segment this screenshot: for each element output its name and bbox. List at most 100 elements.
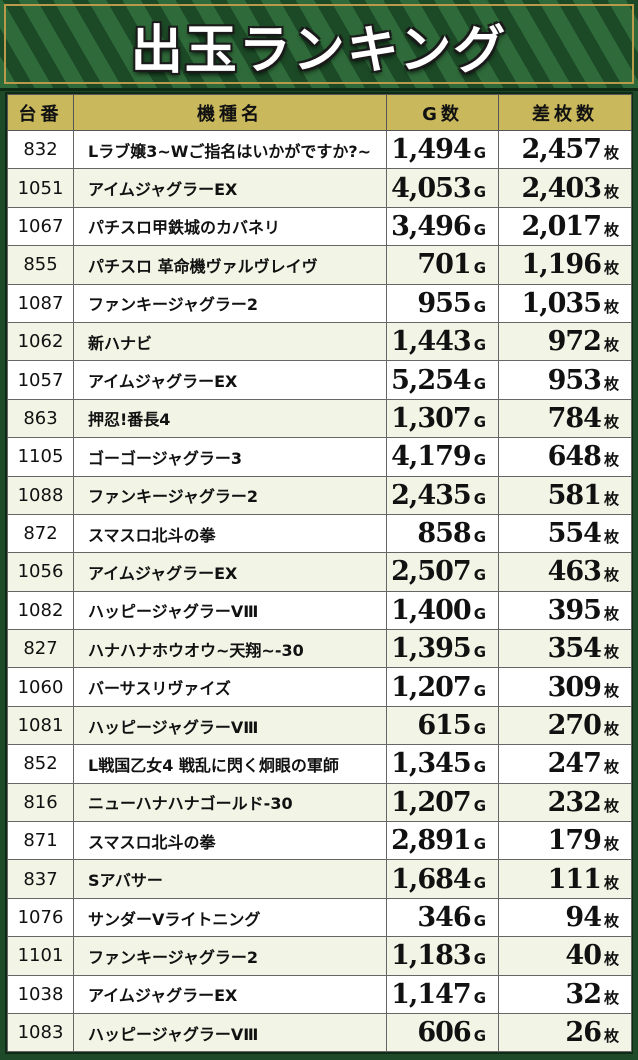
coin-diff-cell: 32 枚 [498, 974, 632, 1014]
coin-diff-value: 2,017 [521, 210, 602, 242]
games-unit: G [473, 297, 486, 316]
games-value: 1,207 [391, 786, 472, 818]
machine-name: ハッピージャグラーVⅢ [73, 705, 387, 746]
coin-diff-cell: 784 枚 [498, 398, 632, 439]
coin-diff-cell: 309 枚 [498, 667, 632, 707]
header-coin-diff: 差枚数 [498, 94, 632, 131]
games-cell: 1,345 G [386, 744, 499, 784]
table-row: 1087 ファンキージャグラー2 955 G 1,035 枚 [7, 283, 632, 323]
page-title: 出玉ランキング [130, 20, 508, 81]
games-value: 955 [417, 287, 471, 319]
coin-diff-cell: 40 枚 [498, 936, 632, 976]
games-unit: G [473, 220, 486, 239]
coin-diff-unit: 枚 [603, 912, 619, 930]
games-cell: 2,507 G [386, 552, 499, 592]
games-value: 346 [417, 902, 471, 933]
games-value: 858 [417, 518, 471, 550]
machine-name: ハッピージャグラーVⅢ [73, 590, 387, 631]
games-cell: 1,395 G [386, 629, 499, 669]
coin-diff-value: 395 [547, 594, 602, 626]
title-banner: 出玉ランキング [0, 0, 638, 91]
machine-name: アイムジャグラーEX [73, 552, 387, 592]
games-unit: G [473, 758, 486, 777]
coin-diff-cell: 554 枚 [498, 513, 632, 554]
games-cell: 4,053 G [386, 168, 499, 208]
coin-diff-cell: 2,403 枚 [498, 168, 632, 208]
games-value: 701 [417, 249, 471, 281]
coin-diff-unit: 枚 [603, 220, 619, 239]
table-header-row: 台番 機種名 G数 差枚数 [7, 94, 632, 131]
coin-diff-unit: 枚 [603, 412, 619, 431]
coin-diff-cell: 247 枚 [498, 744, 632, 784]
table-row: 1057 アイムジャグラーEX 5,254 G 953 枚 [7, 360, 632, 400]
coin-diff-value: 32 [565, 978, 602, 1010]
games-unit: G [473, 720, 486, 739]
coin-diff-unit: 枚 [603, 144, 619, 163]
coin-diff-unit: 枚 [603, 643, 619, 662]
table-row: 1076 サンダーVライトニング 346 G 94 枚 [7, 897, 632, 938]
machine-number: 1076 [7, 897, 74, 938]
coin-diff-unit: 枚 [603, 259, 619, 278]
coin-diff-cell: 270 枚 [498, 705, 632, 746]
games-value: 1,684 [391, 863, 472, 895]
coin-diff-value: 270 [547, 710, 602, 742]
machine-number: 1067 [7, 206, 74, 247]
games-cell: 346 G [386, 897, 499, 938]
table-row: 1088 ファンキージャグラー2 2,435 G 581 枚 [7, 475, 632, 515]
table-row: 1083 ハッピージャグラーVⅢ 606 G 26 枚 [7, 1012, 632, 1053]
machine-name: ファンキージャグラー2 [73, 936, 387, 976]
coin-diff-unit: 枚 [603, 528, 619, 547]
games-unit: G [473, 489, 486, 508]
games-unit: G [473, 336, 486, 355]
machine-name: アイムジャグラーEX [73, 360, 387, 400]
games-unit: G [473, 950, 486, 969]
coin-diff-value: 354 [547, 633, 602, 665]
machine-name: ハナハナホウオウ~天翔~-30 [73, 629, 387, 669]
coin-diff-cell: 1,035 枚 [498, 283, 632, 323]
coin-diff-cell: 972 枚 [498, 321, 632, 362]
coin-diff-unit: 枚 [603, 489, 619, 508]
table-row: 1056 アイムジャグラーEX 2,507 G 463 枚 [7, 552, 632, 592]
games-cell: 701 G [386, 245, 499, 285]
table-row: 871 スマスロ北斗の拳 2,891 G 179 枚 [7, 821, 632, 861]
machine-number: 827 [7, 629, 74, 669]
machine-name: アイムジャグラーEX [73, 974, 387, 1014]
coin-diff-cell: 463 枚 [498, 552, 632, 592]
machine-name: ゴーゴージャグラー3 [73, 437, 387, 477]
coin-diff-cell: 26 枚 [498, 1012, 632, 1053]
coin-diff-cell: 2,457 枚 [498, 129, 632, 170]
coin-diff-cell: 648 枚 [498, 437, 632, 477]
games-value: 1,147 [391, 978, 472, 1010]
games-value: 2,435 [391, 479, 472, 511]
coin-diff-value: 26 [565, 1017, 602, 1049]
coin-diff-value: 111 [547, 863, 602, 895]
coin-diff-unit: 枚 [603, 835, 619, 854]
machine-number: 863 [7, 398, 74, 439]
coin-diff-cell: 1,196 枚 [498, 245, 632, 285]
games-cell: 4,179 G [386, 437, 499, 477]
games-value: 1,400 [391, 594, 472, 626]
machine-name: ファンキージャグラー2 [73, 283, 387, 323]
machine-number: 1105 [7, 437, 74, 477]
games-cell: 1,307 G [386, 398, 499, 439]
games-unit: G [473, 566, 486, 585]
table-row: 1067 パチスロ甲鉄城のカバネリ 3,496 G 2,017 枚 [7, 206, 632, 247]
machine-number: 1062 [7, 321, 74, 362]
games-value: 1,494 [391, 134, 472, 166]
table-row: 872 スマスロ北斗の拳 858 G 554 枚 [7, 513, 632, 554]
table-row: 1081 ハッピージャグラーVⅢ 615 G 270 枚 [7, 705, 632, 746]
coin-diff-value: 972 [547, 326, 602, 358]
coin-diff-unit: 枚 [603, 566, 619, 585]
coin-diff-value: 179 [547, 825, 602, 857]
games-cell: 1,147 G [386, 974, 499, 1014]
machine-number: 1051 [7, 168, 74, 208]
machine-name: 押忍!番長4 [73, 398, 387, 439]
machine-name: パチスロ 革命機ヴァルヴレイヴ [73, 245, 387, 285]
coin-diff-value: 1,035 [521, 287, 602, 319]
machine-number: 1087 [7, 283, 74, 323]
table-row: 1101 ファンキージャグラー2 1,183 G 40 枚 [7, 936, 632, 976]
games-unit: G [473, 412, 486, 431]
coin-diff-value: 309 [547, 671, 602, 703]
table-row: 863 押忍!番長4 1,307 G 784 枚 [7, 398, 632, 439]
games-unit: G [473, 1027, 486, 1046]
